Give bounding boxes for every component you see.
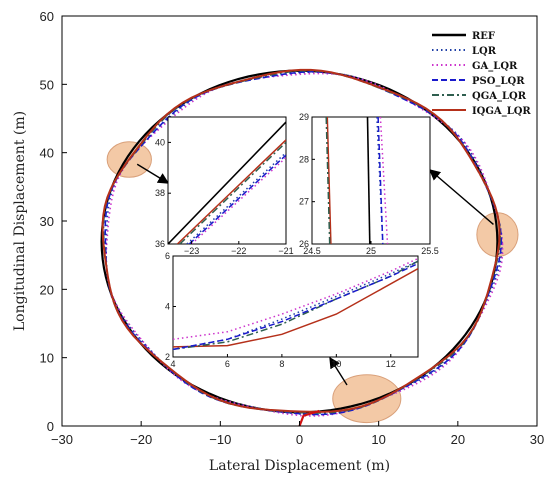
zoom-arrow-2 <box>428 169 494 225</box>
inset-y-tick-label: 40 <box>155 137 165 147</box>
legend: REF LQR GA_LQR PSO_LQR QGA_LQR IQGA_LQR <box>432 31 531 117</box>
inset-2: 24.5 25 25.5 26 27 28 29 <box>299 112 439 256</box>
inset-x-tick-label: −22 <box>231 246 246 256</box>
zoom-arrow-3 <box>329 356 348 386</box>
x-tick-label: −10 <box>209 432 231 447</box>
inset-frame <box>172 255 419 358</box>
inset-y-tick-label: 29 <box>299 112 309 122</box>
legend-label: LQR <box>472 46 497 57</box>
inset-x-tick-label: 25 <box>366 246 376 256</box>
inset-series-iqga-lqr <box>326 117 332 244</box>
inset-x-tick-label: −23 <box>184 246 199 256</box>
inset-series-iqga-lqr <box>176 139 286 244</box>
legend-label: REF <box>472 31 495 42</box>
inset-x-tick-label: 6 <box>225 359 230 369</box>
x-tick-label: 0 <box>296 432 303 447</box>
inset-x-tick-label: 4 <box>170 359 175 369</box>
inset-series-qga-lqr <box>179 141 286 244</box>
x-tick-label: −20 <box>130 432 152 447</box>
inset-x-tick-label: 24.5 <box>303 246 321 256</box>
x-tick-label: 10 <box>371 432 385 447</box>
inset-x-tick-label: −21 <box>278 246 293 256</box>
inset-frame <box>311 116 431 245</box>
y-tick-label: 50 <box>40 77 54 92</box>
x-tick-label: −30 <box>51 432 73 447</box>
legend-label: GA_LQR <box>472 61 518 72</box>
inset-y-tick-label: 4 <box>165 302 170 312</box>
x-tick-label: 20 <box>451 432 465 447</box>
inset-y-tick-label: 6 <box>165 251 170 261</box>
inset-y-tick-label: 2 <box>165 352 170 362</box>
entry-path <box>298 409 320 427</box>
y-axis-label: Longitudinal Displacement (m) <box>12 111 28 331</box>
inset-y-tick-label: 28 <box>299 154 309 164</box>
inset-y-tick-label: 36 <box>155 239 165 249</box>
y-tick-label: 0 <box>47 419 54 434</box>
inset-1: −23 −22 −21 36 38 40 <box>155 116 294 256</box>
legend-label: QGA_LQR <box>472 91 527 102</box>
series-ga-lqr <box>105 72 504 417</box>
zoom-arrow-1 <box>136 163 170 184</box>
inset-x-tick-label: 8 <box>279 359 284 369</box>
inset-series-qga-lqr <box>325 117 331 244</box>
series-iqga-lqr <box>101 68 501 413</box>
inset-series-pso-lqr <box>173 262 418 351</box>
inset-series-ga-lqr <box>173 257 418 341</box>
y-tick-label: 10 <box>40 351 54 366</box>
zoom-highlight-3 <box>332 374 402 424</box>
inset-series-ga-lqr <box>379 117 389 244</box>
x-axis-label: Lateral Displacement (m) <box>209 458 390 474</box>
inset-y-tick-label: 27 <box>299 197 309 207</box>
inset-y-tick-label: 38 <box>155 188 165 198</box>
inset-series-ref <box>366 117 371 244</box>
inset-series-pso-lqr <box>188 154 286 244</box>
inset-x-tick-label: 12 <box>386 359 396 369</box>
x-tick-label: 30 <box>530 432 544 447</box>
inset-series-pso-lqr <box>377 117 384 244</box>
inset-x-tick-label: 10 <box>331 359 341 369</box>
y-tick-label: 30 <box>40 214 54 229</box>
inset-y-tick-label: 26 <box>299 239 309 249</box>
y-tick-label: 20 <box>40 282 54 297</box>
inset-series-iqga-lqr <box>173 267 418 348</box>
y-tick-label: 40 <box>40 146 54 161</box>
legend-label: PSO_LQR <box>472 76 525 87</box>
inset-series-ga-lqr <box>191 157 286 244</box>
inset-series-ref <box>168 121 286 244</box>
plot-area-frame <box>61 15 538 427</box>
series-lqr <box>105 71 503 416</box>
inset-x-tick-label: 25.5 <box>421 246 439 256</box>
y-tick-label: 60 <box>40 9 54 24</box>
legend-label: IQGA_LQR <box>472 106 531 117</box>
